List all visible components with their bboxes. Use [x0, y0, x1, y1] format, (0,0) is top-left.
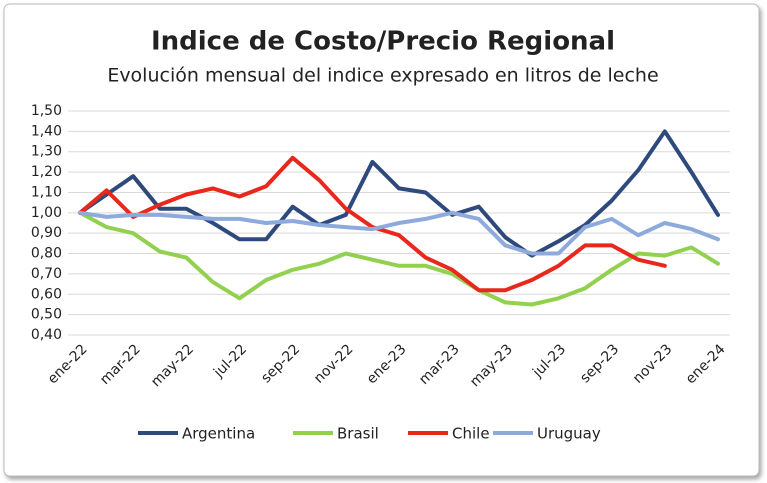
y-tick-label: 1,20	[31, 164, 62, 180]
y-tick-label: 0,40	[31, 327, 62, 343]
series-line	[78, 210, 720, 307]
legend-label: Uruguay	[537, 425, 601, 443]
y-tick-label: 0,70	[31, 266, 62, 282]
y-tick-label: 1,50	[31, 103, 62, 119]
y-tick-label: 0,80	[31, 246, 62, 262]
y-tick-label: 0,60	[31, 286, 62, 302]
chart-subtitle: Evolución mensual del indice expresado e…	[107, 65, 658, 87]
chart-title: Indice de Costo/Precio Regional	[151, 27, 615, 57]
legend-label: Chile	[452, 425, 490, 443]
y-tick-label: 0,90	[31, 225, 62, 241]
y-tick-label: 1,10	[31, 184, 62, 200]
legend-label: Brasil	[337, 425, 379, 443]
y-tick-label: 1,40	[31, 123, 62, 139]
y-tick-label: 1,30	[31, 144, 62, 160]
y-tick-label: 1,00	[31, 205, 62, 221]
series-line	[78, 210, 720, 256]
series-line	[78, 129, 720, 258]
legend-label: Argentina	[182, 425, 255, 443]
y-tick-label: 0,50	[31, 307, 62, 323]
chart-frame	[3, 3, 760, 477]
